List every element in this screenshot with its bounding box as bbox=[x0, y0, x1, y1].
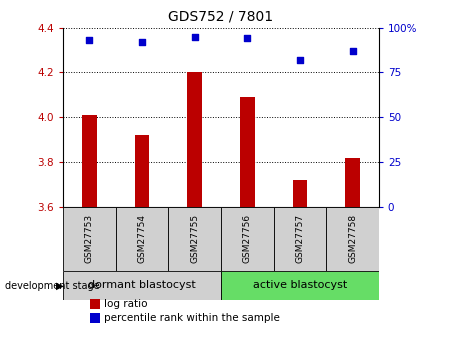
Point bbox=[86, 37, 93, 43]
Bar bbox=[82, 115, 97, 207]
Bar bbox=[221, 207, 274, 271]
Bar bbox=[135, 135, 149, 207]
Text: active blastocyst: active blastocyst bbox=[253, 280, 347, 290]
Text: ▶: ▶ bbox=[55, 281, 64, 290]
Text: dormant blastocyst: dormant blastocyst bbox=[88, 280, 196, 290]
Point bbox=[296, 57, 304, 63]
Bar bbox=[326, 207, 379, 271]
Title: GDS752 / 7801: GDS752 / 7801 bbox=[168, 10, 274, 24]
Text: GSM27757: GSM27757 bbox=[295, 214, 304, 264]
Text: GSM27756: GSM27756 bbox=[243, 214, 252, 264]
Bar bbox=[345, 158, 360, 207]
Point bbox=[244, 36, 251, 41]
Bar bbox=[63, 207, 116, 271]
Text: GSM27754: GSM27754 bbox=[138, 214, 147, 264]
Point bbox=[349, 48, 356, 54]
Point bbox=[138, 39, 146, 45]
Text: GSM27755: GSM27755 bbox=[190, 214, 199, 264]
Point bbox=[191, 34, 198, 39]
Bar bbox=[221, 271, 379, 300]
Text: GSM27753: GSM27753 bbox=[85, 214, 94, 264]
Text: percentile rank within the sample: percentile rank within the sample bbox=[104, 313, 280, 323]
Text: development stage: development stage bbox=[5, 281, 99, 290]
Bar bbox=[274, 207, 326, 271]
Text: log ratio: log ratio bbox=[104, 299, 147, 308]
Bar bbox=[63, 271, 221, 300]
Bar bbox=[168, 207, 221, 271]
Bar bbox=[116, 207, 168, 271]
Bar bbox=[293, 180, 307, 207]
Bar bbox=[187, 72, 202, 207]
Text: GSM27758: GSM27758 bbox=[348, 214, 357, 264]
Bar bbox=[240, 97, 255, 207]
